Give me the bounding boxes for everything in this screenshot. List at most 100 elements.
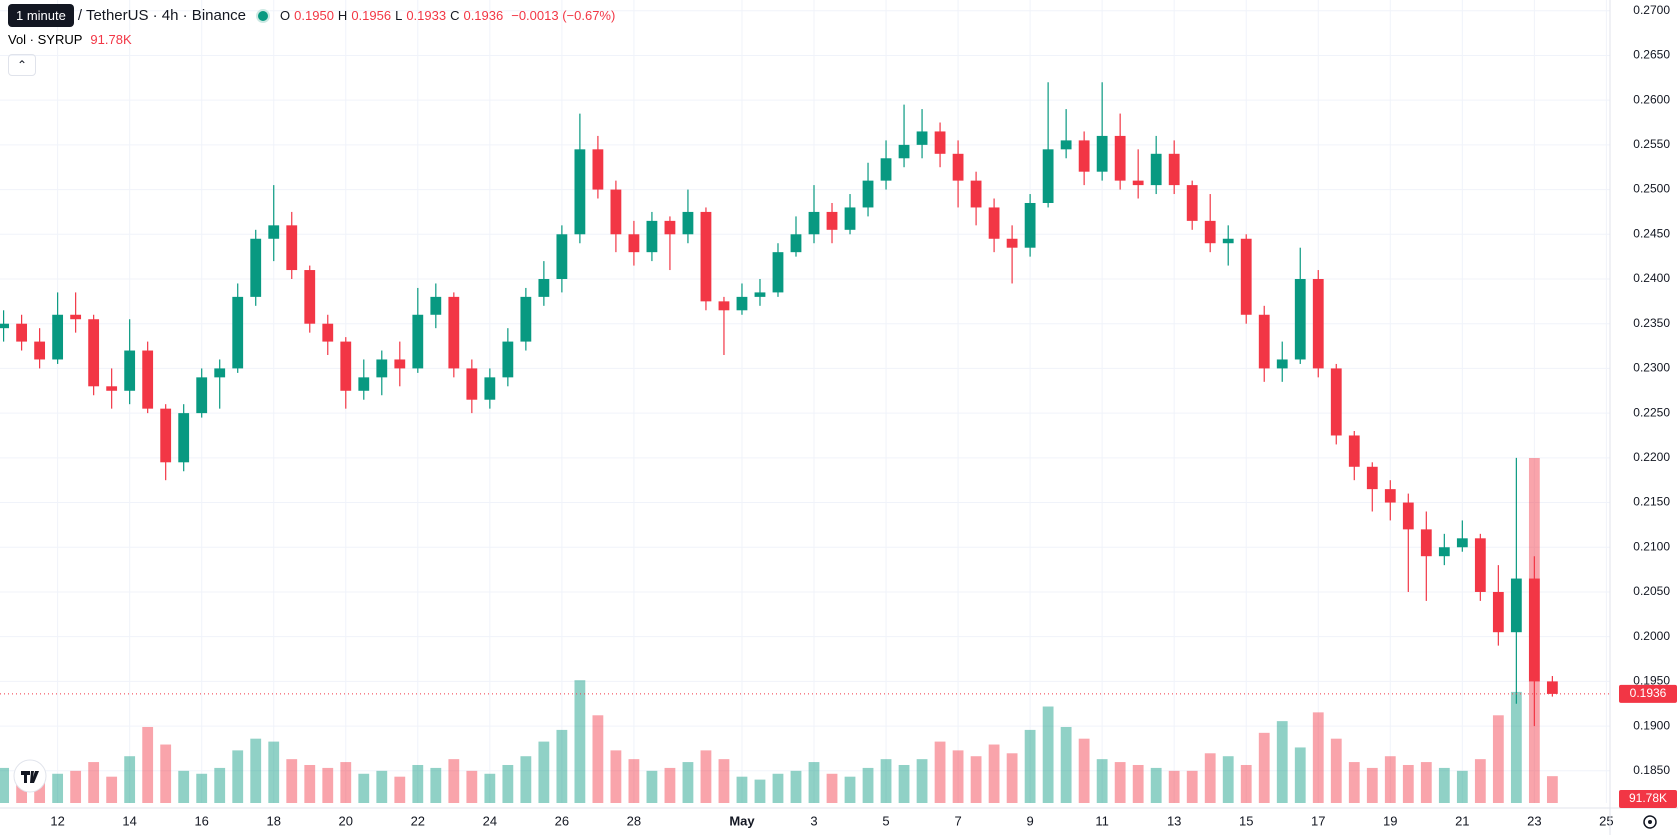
volume-bar: [1222, 756, 1234, 803]
x-tick-label: 14: [122, 813, 136, 828]
candle-body: [376, 359, 388, 378]
volume-bar: [538, 741, 550, 803]
volume-badge: [1619, 790, 1677, 808]
candle-body: [1258, 314, 1270, 369]
volume-bar: [412, 764, 424, 803]
volume-bar: [430, 767, 442, 803]
volume-bar: [1258, 732, 1270, 803]
logo-bg: [13, 759, 47, 793]
volume-bar: [1456, 770, 1468, 803]
candle-body: [358, 377, 370, 391]
x-tick-label: 21: [1455, 813, 1469, 828]
volume-bar: [340, 762, 352, 803]
change: −0.0013 (−0.67%): [511, 8, 616, 23]
logo-mark: [21, 771, 39, 783]
x-tick-label: 24: [483, 813, 497, 828]
volume-bar: [394, 776, 406, 803]
volume-bar: [1330, 738, 1342, 803]
candle-body: [124, 350, 136, 391]
candle-body: [502, 341, 514, 378]
candle-body: [736, 296, 748, 311]
volume-bar: [916, 759, 928, 803]
volume-bar: [1042, 706, 1054, 803]
candle-body: [448, 296, 460, 369]
candle-body: [304, 270, 316, 324]
volume-bar: [1546, 776, 1558, 803]
candle-body: [1204, 220, 1216, 244]
candle-body: [934, 131, 946, 154]
x-tick-label: 15: [1239, 813, 1253, 828]
volume-bar: [160, 744, 172, 803]
y-tick-label: 0.2150: [1633, 495, 1670, 509]
collapse-button[interactable]: ⌃: [8, 54, 36, 76]
candle-body: [340, 341, 352, 391]
x-tick-label: 22: [411, 813, 425, 828]
candle-body: [628, 234, 640, 253]
y-tick-label: 0.2350: [1633, 316, 1670, 330]
volume-bar: [196, 773, 208, 803]
candle-body: [1420, 529, 1432, 557]
y-tick-label: 0.2200: [1633, 450, 1670, 464]
last-price-badge: [1619, 684, 1677, 703]
volume-bar: [970, 756, 982, 803]
tooltip: 1 minute: [8, 4, 74, 27]
volume-bar: [484, 773, 496, 803]
candle-body: [664, 220, 676, 235]
x-tick-label: 28: [627, 813, 641, 828]
candle-body: [1096, 135, 1108, 172]
settings-icon-dot: [1648, 820, 1652, 824]
candle-body: [754, 292, 766, 297]
volume-bar: [322, 767, 334, 803]
logo: [13, 759, 47, 793]
volume-bar: [0, 767, 10, 803]
candle-body: [466, 368, 478, 400]
volume-bar: [556, 729, 568, 803]
vol-label: Vol · SYRUP: [8, 32, 83, 47]
candle-body: [1366, 466, 1378, 490]
candle-body: [286, 225, 298, 271]
x-tick-label: 3: [810, 813, 817, 828]
volume-bar: [826, 773, 838, 803]
volume-bar: [1024, 729, 1036, 803]
volume-bar: [1186, 770, 1198, 803]
volume-bar: [664, 767, 676, 803]
volume-bar: [178, 770, 190, 803]
volume-bar: [718, 759, 730, 803]
volume-bar: [124, 756, 136, 803]
candle-body: [268, 225, 280, 239]
vol-value: 91.78K: [90, 32, 132, 47]
volume-bar: [34, 779, 46, 803]
x-tick-label: 7: [954, 813, 961, 828]
candle-body: [772, 252, 784, 293]
volume-bar: [646, 770, 658, 803]
volume-bar: [1492, 715, 1504, 803]
y-tick-label: 0.2650: [1633, 48, 1670, 62]
volume-bar: [448, 759, 460, 803]
candle-body: [484, 377, 496, 400]
symbol[interactable]: / TetherUS · 4h · Binance: [77, 7, 247, 24]
x-tick-label: 18: [267, 813, 281, 828]
y-tick-label: 0.2500: [1633, 182, 1670, 196]
candle-body: [538, 278, 550, 297]
volume-bar: [1402, 764, 1414, 803]
volume-bar: [70, 770, 82, 803]
candle-body: [844, 207, 856, 230]
volume-bar: [754, 779, 766, 803]
volume-bar: [862, 767, 874, 803]
volume-legend: Vol · SYRUP 91.78K: [8, 32, 132, 47]
y-tick-label: 0.1950: [1633, 674, 1670, 688]
candle-body: [880, 158, 892, 181]
candle-body: [1492, 591, 1504, 633]
volume-bar: [610, 750, 622, 803]
x-tick-label: May: [729, 813, 755, 828]
volume-value-label: 91.78K: [1629, 791, 1667, 805]
h-label: H: [337, 8, 348, 23]
candle-body: [106, 386, 118, 391]
y-tick-label: 0.1850: [1633, 763, 1670, 777]
candle-body: [16, 323, 28, 342]
x-tick-label: 26: [555, 813, 569, 828]
candle-body: [1474, 538, 1486, 592]
volume-bar: [1420, 762, 1432, 803]
volume-bar: [106, 776, 118, 803]
